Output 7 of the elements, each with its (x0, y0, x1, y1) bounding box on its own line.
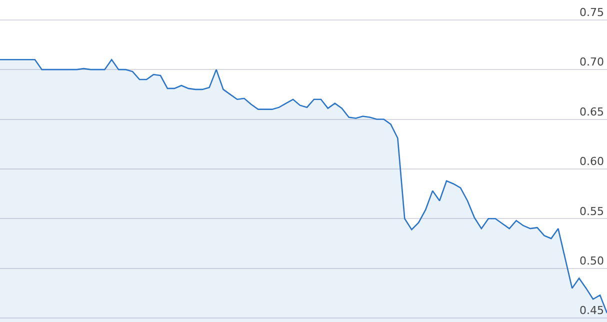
y-tick-label: 0.65 (580, 105, 604, 118)
y-tick-label: 0.55 (580, 204, 604, 218)
y-tick-label: 0.50 (580, 254, 604, 268)
y-tick-label: 0.75 (580, 6, 604, 20)
y-tick-label: 0.45 (580, 304, 604, 318)
y-tick-label: 0.60 (580, 155, 604, 168)
y-tick-label: 0.70 (580, 56, 604, 69)
